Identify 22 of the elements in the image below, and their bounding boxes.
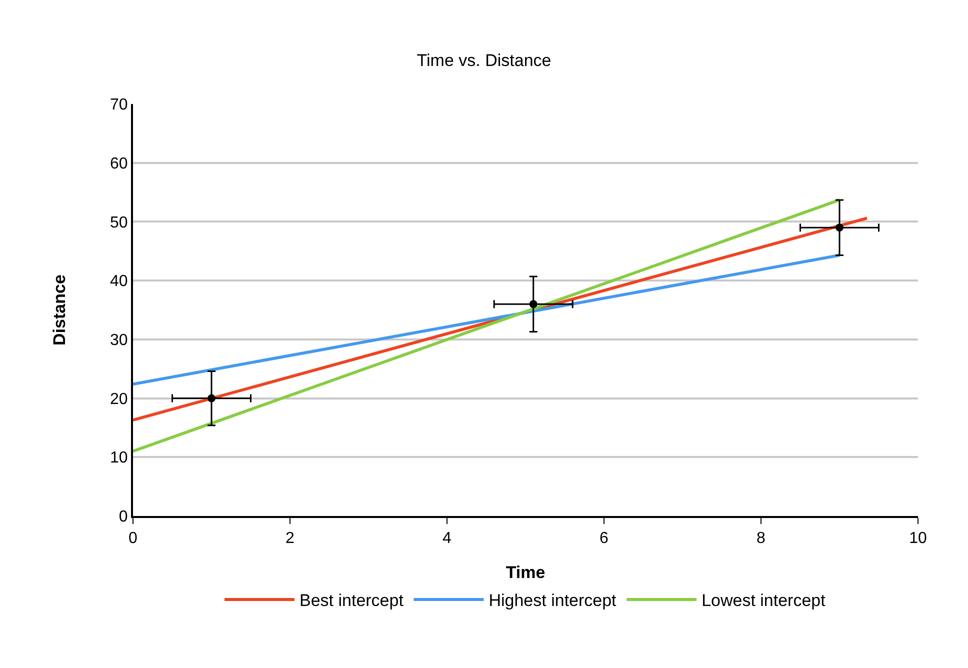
x-tick-label: 4: [442, 530, 452, 548]
x-tick-label: 10: [909, 530, 927, 548]
y-tick-label: 30: [110, 332, 128, 350]
y-axis-title: Distance: [50, 274, 70, 346]
legend-label: Highest intercept: [488, 591, 617, 610]
y-tick-label: 10: [110, 450, 128, 467]
y-tick-label: 70: [110, 96, 128, 114]
legend-label: Lowest intercept: [702, 591, 826, 610]
y-tick-label: 20: [110, 390, 128, 408]
y-tick-label: 40: [110, 273, 128, 290]
x-tick-label: 6: [600, 530, 609, 548]
legend-label: Best intercept: [300, 591, 404, 610]
x-tick-label: 2: [286, 530, 295, 548]
point: [529, 300, 538, 308]
x-tick-label: 8: [756, 530, 766, 548]
point: [836, 224, 844, 232]
y-tick-label: 0: [118, 508, 128, 526]
point: [208, 394, 216, 402]
y-tick-label: 60: [110, 155, 128, 172]
x-axis-title: Time: [506, 563, 546, 582]
chart-title: Time vs. Distance: [416, 51, 552, 70]
y-tick-label: 50: [110, 214, 128, 232]
